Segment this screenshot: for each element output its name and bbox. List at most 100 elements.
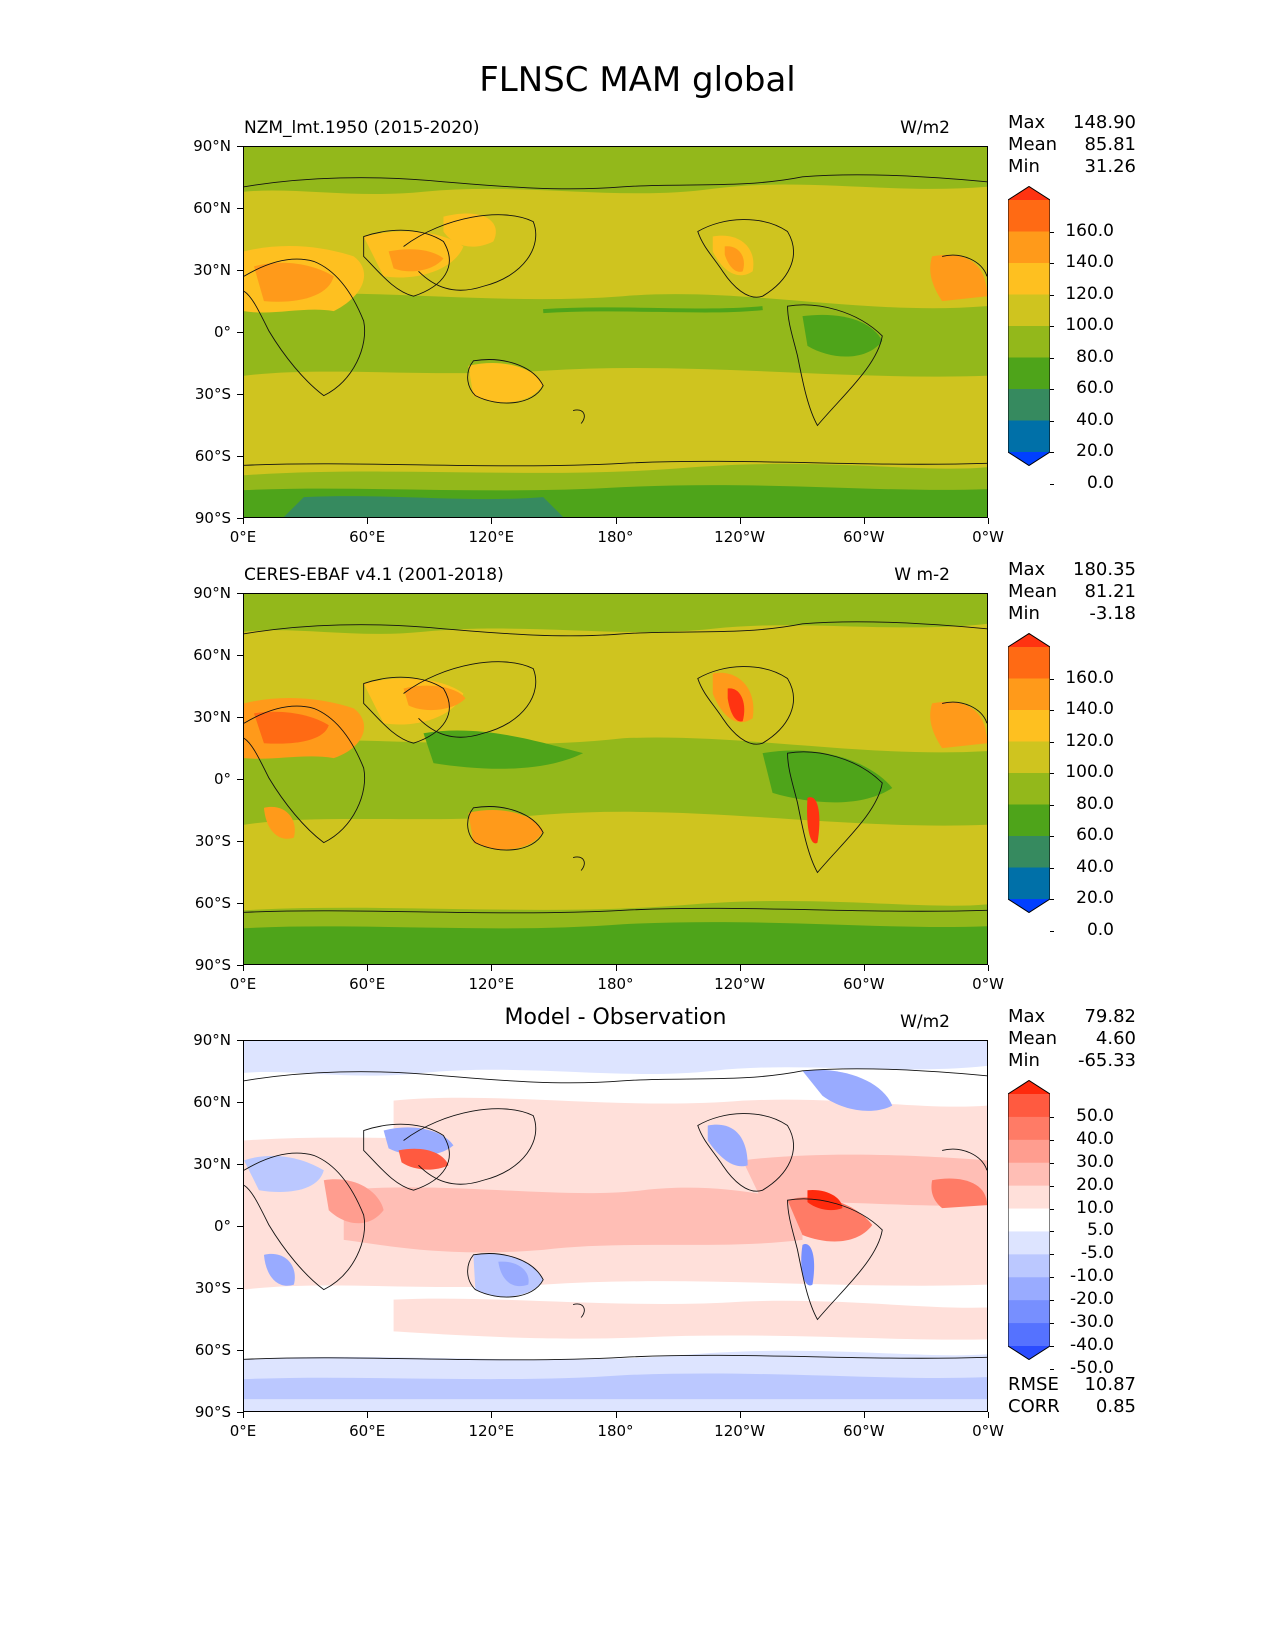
- lon-label: 180°: [597, 975, 634, 993]
- lon-label: 0°W: [972, 975, 1004, 993]
- colorbar-tick: [1050, 1139, 1054, 1141]
- colorbar-label: 80.0: [1076, 346, 1114, 367]
- colorbar-segment: [1008, 1300, 1050, 1324]
- colorbar-segment: [1008, 420, 1050, 453]
- colorbar-tick: [1050, 1254, 1054, 1256]
- lon-tick: [988, 965, 989, 971]
- colorbar-segment: [1008, 263, 1050, 295]
- colorbar-segment: [1008, 1231, 1050, 1255]
- colorbar-tick: [1050, 452, 1054, 453]
- colorbar-tick: [1050, 294, 1054, 296]
- lon-label: 60°E: [349, 1422, 386, 1440]
- colorbar-segment: [1008, 647, 1050, 679]
- lon-label: 60°E: [349, 975, 386, 993]
- panel-1-units: W/m2: [900, 118, 950, 138]
- colorbar-segment: [1008, 710, 1050, 742]
- colorbar-outline: [1008, 186, 1050, 466]
- colorbar-label: 40.0: [1076, 1128, 1114, 1149]
- lat-tick: [237, 394, 243, 395]
- colorbar-tick: [1050, 1231, 1054, 1233]
- colorbar-tick: [1050, 930, 1054, 932]
- stat-corr: 0.85: [1095, 1396, 1136, 1417]
- colorbar-label: 20.0: [1076, 888, 1114, 908]
- lat-label: 30°N: [193, 708, 231, 726]
- colorbar-label: 50.0: [1076, 1105, 1114, 1126]
- colorbar-label: 100.0: [1065, 762, 1114, 782]
- lat-tick: [237, 1040, 243, 1041]
- lon-label: 0°W: [972, 528, 1004, 546]
- colorbar-extend-max: [1008, 633, 1050, 647]
- lon-tick: [615, 965, 617, 971]
- lat-label: 0°: [213, 1217, 231, 1235]
- lon-tick: [243, 965, 244, 971]
- colorbar-label: 10.0: [1076, 1197, 1114, 1218]
- stat-min-label: Min: [1008, 603, 1040, 624]
- colorbar-tick: [1050, 1162, 1054, 1164]
- colorbar-extend-max: [1008, 186, 1050, 200]
- colorbar-label: -40.0: [1070, 1335, 1114, 1355]
- stat-max-label: Max: [1008, 112, 1046, 133]
- lon-tick: [739, 518, 741, 524]
- lat-label: 60°S: [194, 894, 231, 912]
- lat-tick: [237, 655, 243, 656]
- lat-label: 0°: [213, 323, 231, 341]
- panel-3-map: [243, 1040, 988, 1412]
- stat-min: 31.26: [1084, 156, 1136, 177]
- colorbar-label: -5.0: [1080, 1243, 1114, 1264]
- lon-tick: [739, 1412, 741, 1418]
- lon-tick: [615, 518, 617, 524]
- lon-label: 120°E: [468, 1422, 515, 1440]
- colorbar-label: 140.0: [1065, 699, 1114, 719]
- colorbar-segment: [1008, 836, 1050, 868]
- lat-tick: [237, 717, 243, 718]
- lon-tick: [988, 1412, 989, 1418]
- colorbar-label: 160.0: [1065, 220, 1114, 241]
- stat-min: -65.33: [1077, 1050, 1136, 1071]
- colorbar-outline: [1008, 1080, 1050, 1360]
- colorbar-extend-min: [1008, 899, 1050, 913]
- lon-label: 120°W: [714, 1422, 766, 1440]
- lat-label: 30°S: [194, 385, 231, 403]
- colorbar-tick: [1050, 1323, 1054, 1325]
- stat-max: 148.90: [1073, 112, 1136, 133]
- lat-tick: [237, 1164, 243, 1165]
- stat-max-label: Max: [1008, 559, 1046, 580]
- panel-1-stats: Max 148.90 Mean 85.81 Min 31.26: [1008, 112, 1136, 178]
- colorbar-segment: [1008, 200, 1050, 232]
- lat-label: 30°N: [193, 1155, 231, 1173]
- lat-tick: [237, 965, 243, 966]
- lon-tick: [243, 518, 244, 524]
- colorbar-tick: [1050, 773, 1054, 774]
- colorbar-label: 80.0: [1076, 793, 1114, 814]
- colorbar-tick: [1050, 1368, 1054, 1370]
- lon-label: 60°W: [843, 528, 885, 546]
- colorbar-label: 140.0: [1065, 252, 1114, 272]
- lon-label: 60°W: [843, 1422, 885, 1440]
- lon-tick: [863, 1412, 865, 1418]
- lat-tick: [237, 593, 243, 594]
- colorbar-tick: [1050, 899, 1054, 900]
- colorbar-label: 5.0: [1086, 1220, 1114, 1241]
- lat-label: 30°S: [194, 832, 231, 850]
- colorbar-segment: [1008, 678, 1050, 711]
- colorbar-tick: [1050, 804, 1054, 806]
- lon-tick: [491, 518, 493, 524]
- colorbar-label: -10.0: [1070, 1266, 1114, 1287]
- colorbar-segment: [1008, 867, 1050, 900]
- panel-1-map: [243, 146, 988, 518]
- stat-rmse: 10.87: [1084, 1374, 1136, 1395]
- lon-label: 0°W: [972, 1422, 1004, 1440]
- colorbar-segment: [1008, 1277, 1050, 1301]
- colorbar-segment: [1008, 1162, 1050, 1187]
- colorbar-label: 60.0: [1076, 378, 1114, 398]
- stat-mean-label: Mean: [1008, 134, 1058, 155]
- lon-label: 120°E: [468, 528, 515, 546]
- lat-label: 0°: [213, 770, 231, 788]
- panel-2-title: CERES-EBAF v4.1 (2001-2018): [244, 565, 504, 585]
- lon-label: 0°E: [229, 975, 257, 993]
- lon-label: 0°E: [229, 528, 257, 546]
- colorbar-segment: [1008, 294, 1050, 327]
- colorbar-segment: [1008, 1094, 1050, 1118]
- figure-title: FLNSC MAM global: [479, 60, 796, 100]
- stat-corr-label: CORR: [1008, 1396, 1060, 1417]
